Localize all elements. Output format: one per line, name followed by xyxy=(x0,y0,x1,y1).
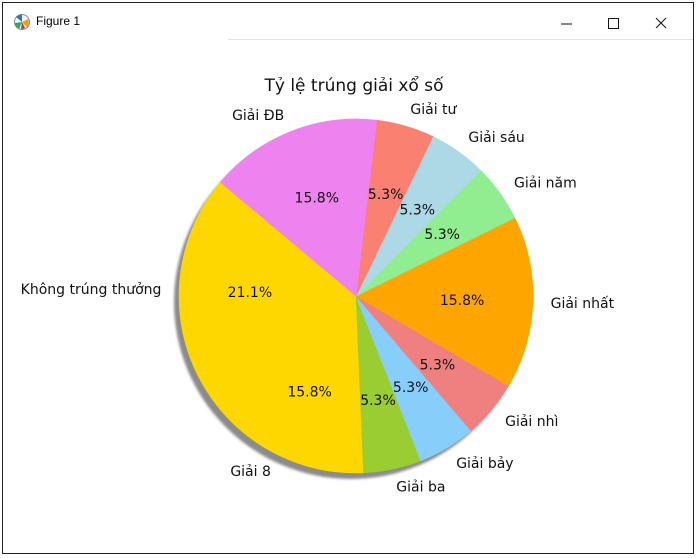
pie-slice xyxy=(211,295,364,474)
pie-slice xyxy=(219,118,378,297)
slice-percent-label: 5.3% xyxy=(424,227,460,243)
matplotlib-figure-icon xyxy=(13,13,31,31)
slice-percent-label: 5.3% xyxy=(360,393,396,409)
slice-percent-label: 5.3% xyxy=(400,202,436,218)
slice-percent-label: 5.3% xyxy=(368,187,404,203)
toolbar-divider xyxy=(228,39,693,40)
maximize-button[interactable] xyxy=(595,9,631,35)
pie-slices xyxy=(178,118,534,474)
minimize-icon xyxy=(561,23,572,25)
slice-category-label: Giải nhất xyxy=(551,296,615,312)
slice-percent-label: 5.3% xyxy=(420,357,456,373)
slice-category-label: Không trúng thưởng xyxy=(21,282,162,298)
slice-percent-label: 15.8% xyxy=(440,293,484,309)
window-title: Figure 1 xyxy=(36,14,81,28)
title-bar[interactable]: Figure 1 xyxy=(3,3,693,39)
slice-percent-label: 5.3% xyxy=(393,380,429,396)
slice-category-label: Giải bảy xyxy=(456,456,513,472)
slice-percent-label: 15.8% xyxy=(295,190,339,206)
slice-category-label: Giải sáu xyxy=(468,130,524,146)
close-button[interactable] xyxy=(643,9,679,35)
minimize-button[interactable] xyxy=(549,9,585,35)
close-icon xyxy=(655,17,667,29)
slice-category-label: Giải ba xyxy=(396,480,445,496)
slice-percent-label: 15.8% xyxy=(287,385,331,401)
slice-percent-label: 21.1% xyxy=(228,285,272,301)
pie-labels: 21.1% Không trúng thưởng 15.8% Giải 8 5.3% Gi… xyxy=(21,102,615,495)
slice-category-label: Giải ĐB xyxy=(232,108,284,124)
slice-category-label: Giải nhì xyxy=(505,414,558,430)
pie-slice xyxy=(355,217,534,387)
chart-title: Tỷ lệ trúng giải xổ số xyxy=(263,75,444,96)
maximize-icon xyxy=(608,18,619,29)
slice-category-label: Giải năm xyxy=(514,175,577,191)
slice-category-label: Giải 8 xyxy=(230,464,271,480)
slice-category-label: Giải tư xyxy=(410,102,457,118)
pie-slice xyxy=(178,181,357,400)
